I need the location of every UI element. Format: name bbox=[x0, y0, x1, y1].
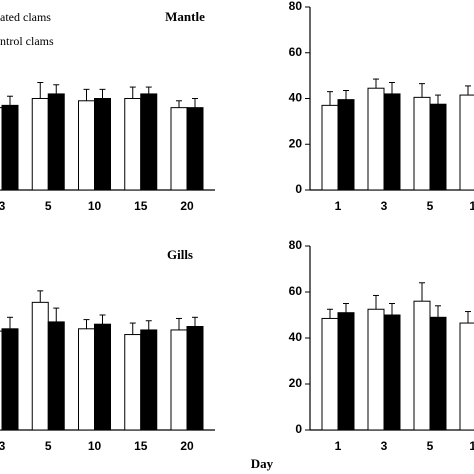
x-tick-label: 10 bbox=[88, 439, 102, 453]
bar bbox=[337, 312, 355, 431]
y-tick-label: 40 bbox=[289, 330, 303, 344]
x-tick-label: 15 bbox=[134, 199, 148, 213]
panel-title: Mantle bbox=[165, 9, 205, 24]
x-tick-label: 5 bbox=[45, 199, 52, 213]
x-tick-label: 10 bbox=[469, 439, 474, 453]
bar bbox=[124, 98, 142, 191]
bar bbox=[94, 323, 111, 431]
x-tick-label: 20 bbox=[180, 199, 194, 213]
bar bbox=[459, 322, 474, 431]
x-tick-label: 5 bbox=[427, 199, 434, 213]
bar bbox=[337, 99, 355, 191]
y-tick-label: 80 bbox=[289, 238, 303, 252]
bar bbox=[459, 94, 474, 191]
bar bbox=[140, 329, 158, 431]
bar bbox=[47, 93, 65, 191]
x-tick-label: 5 bbox=[45, 439, 52, 453]
bar bbox=[47, 321, 65, 431]
bar bbox=[1, 328, 19, 431]
bar bbox=[321, 317, 339, 431]
x-tick-label: 3 bbox=[381, 199, 388, 213]
bar bbox=[140, 93, 158, 191]
x-axis-label: Day bbox=[251, 456, 274, 471]
bar bbox=[413, 300, 431, 431]
x-tick-label: 1 bbox=[335, 199, 342, 213]
bar bbox=[383, 314, 401, 431]
bar bbox=[1, 104, 19, 191]
x-tick-label: 15 bbox=[134, 439, 148, 453]
bar bbox=[321, 104, 339, 191]
bar bbox=[367, 308, 385, 431]
y-tick-label: 0 bbox=[295, 182, 302, 196]
x-tick-label: 5 bbox=[427, 439, 434, 453]
bar bbox=[124, 334, 142, 431]
y-tick-label: 60 bbox=[289, 284, 303, 298]
y-tick-label: 0 bbox=[295, 422, 302, 436]
y-tick-label: 60 bbox=[289, 45, 303, 59]
bar bbox=[78, 100, 95, 191]
bar bbox=[367, 87, 385, 191]
y-tick-label: 80 bbox=[289, 0, 303, 13]
y-tick-label: 20 bbox=[289, 136, 303, 150]
bar bbox=[31, 301, 49, 431]
y-tick-label: 40 bbox=[289, 91, 303, 105]
bar bbox=[170, 107, 188, 191]
x-tick-label: 1 bbox=[335, 439, 342, 453]
bar bbox=[31, 98, 49, 191]
x-tick-label: 10 bbox=[88, 199, 102, 213]
bar bbox=[429, 103, 447, 191]
bar bbox=[383, 93, 401, 191]
bar bbox=[186, 107, 204, 191]
legend-label: ntrol clams bbox=[0, 34, 54, 48]
bar bbox=[170, 329, 188, 431]
x-tick-label: 3 bbox=[381, 439, 388, 453]
y-tick-label: 20 bbox=[289, 376, 303, 390]
x-tick-label: 20 bbox=[180, 439, 194, 453]
bar bbox=[413, 96, 431, 191]
bar bbox=[186, 326, 204, 431]
bar bbox=[78, 328, 95, 431]
x-tick-label: 3 bbox=[0, 199, 6, 213]
x-tick-label: 10 bbox=[469, 199, 474, 213]
panel-title: Gills bbox=[167, 247, 193, 262]
legend-label: ated clams bbox=[0, 10, 51, 24]
x-tick-label: 3 bbox=[0, 439, 6, 453]
bar bbox=[94, 98, 111, 191]
bar bbox=[429, 316, 447, 431]
